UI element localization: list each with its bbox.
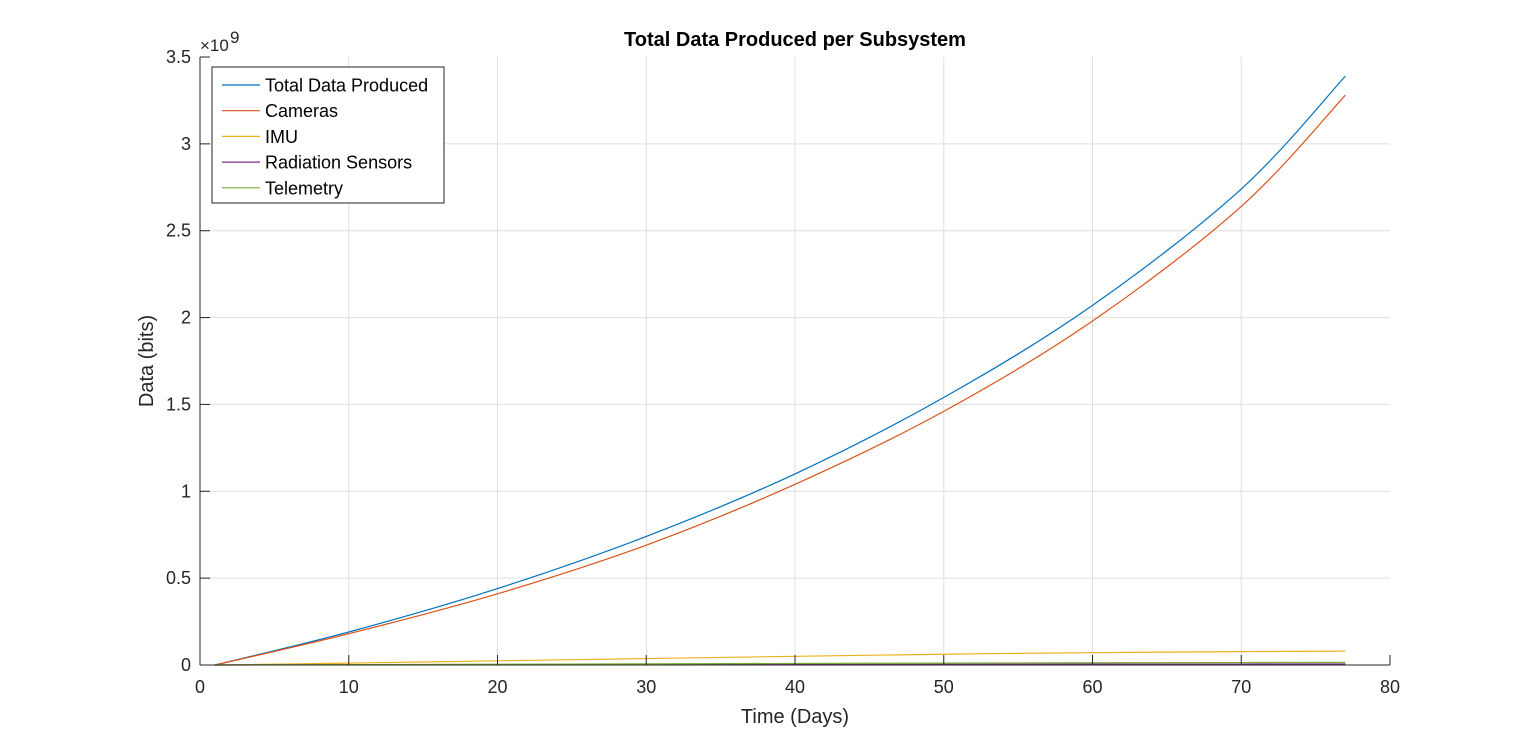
series-line-total-data-produced xyxy=(214,75,1346,666)
x-tick-label: 20 xyxy=(487,677,507,697)
y-tick-label: 2.5 xyxy=(166,221,191,241)
y-tick-label: 1.5 xyxy=(166,394,191,414)
y-exponent-label: ×10 xyxy=(200,36,229,55)
y-axis-label: Data (bits) xyxy=(136,315,158,407)
x-tick-label: 70 xyxy=(1231,677,1251,697)
chart-title: Total Data Produced per Subsystem xyxy=(624,29,966,51)
x-tick-label: 40 xyxy=(785,677,805,697)
y-exponent-power: 9 xyxy=(230,28,239,47)
y-tick-label: 1 xyxy=(181,481,191,501)
y-tick-label: 2 xyxy=(181,308,191,328)
series-line-cameras xyxy=(214,94,1346,666)
legend-box xyxy=(211,66,445,204)
x-axis-label: Time (Days) xyxy=(741,706,849,728)
legend-label-total-data-produced: Total Data Produced xyxy=(265,76,428,96)
legend-label-cameras: Cameras xyxy=(265,101,338,121)
x-tick-label: 60 xyxy=(1082,677,1102,697)
y-tick-label: 0 xyxy=(181,655,191,675)
legend-label-radiation-sensors: Radiation Sensors xyxy=(265,153,412,173)
legend-label-telemetry: Telemetry xyxy=(265,178,343,198)
y-tick-label: 3 xyxy=(181,134,191,154)
tick-labels: 0 10 20 30 40 50 60 70 80 0 0.5 1 1.5 2 2.5 3 3.5 xyxy=(166,47,1400,697)
x-tick-label: 0 xyxy=(195,677,205,697)
legend: Total Data Produced Cameras IMU Radiation S… xyxy=(211,66,445,204)
x-tick-label: 10 xyxy=(339,677,359,697)
x-tick-label: 80 xyxy=(1380,677,1400,697)
y-tick-label: 0.5 xyxy=(166,568,191,588)
y-tick-label: 3.5 xyxy=(166,47,191,67)
x-tick-label: 50 xyxy=(934,677,954,697)
x-tick-label: 30 xyxy=(636,677,656,697)
axes xyxy=(199,56,1391,666)
legend-label-imu: IMU xyxy=(265,127,298,147)
